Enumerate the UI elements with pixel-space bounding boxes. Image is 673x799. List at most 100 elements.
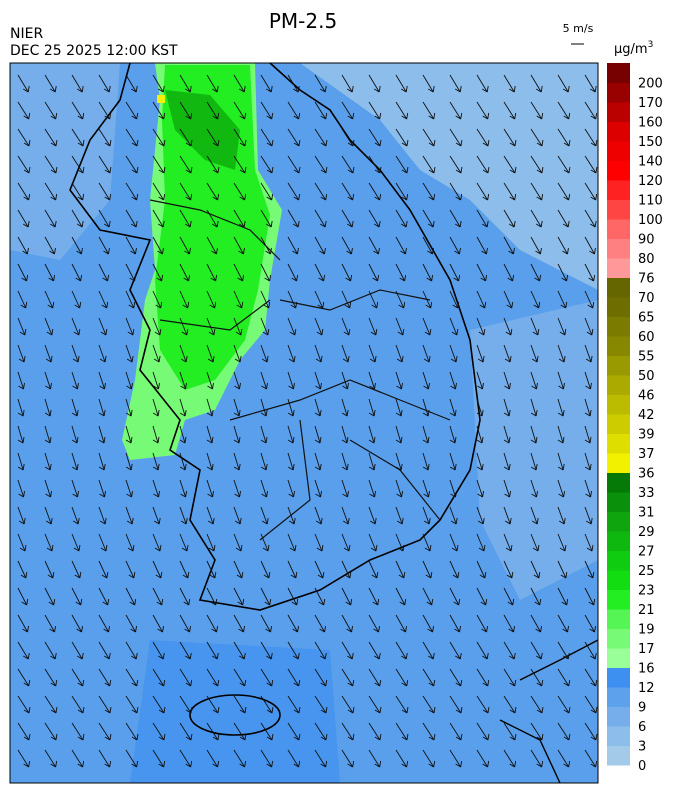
wind-arrow	[287, 614, 300, 633]
wind-arrow	[98, 344, 107, 363]
wind-arrow	[368, 236, 380, 255]
wind-arrow	[152, 101, 166, 120]
wind-arrow	[584, 506, 593, 525]
wind-arrow	[287, 452, 295, 471]
wind-arrow	[530, 614, 543, 633]
color-box	[607, 472, 630, 493]
wind-arrow	[206, 236, 218, 255]
wind-arrow	[17, 101, 31, 120]
wind-arrow	[368, 722, 382, 741]
wind-arrow	[476, 290, 487, 309]
wind-arrow	[557, 263, 569, 282]
wind-arrow	[44, 263, 56, 282]
wind-arrow	[449, 425, 457, 444]
wind-arrow	[368, 182, 382, 201]
wind-arrow	[44, 236, 56, 255]
wind-arrow	[476, 506, 485, 525]
wind-arrow	[17, 74, 30, 93]
color-box	[607, 745, 630, 766]
wind-arrow	[395, 722, 409, 741]
wind-arrow	[395, 425, 403, 444]
wind-arrow	[287, 425, 295, 444]
wind-arrow	[206, 344, 215, 363]
wind-arrow	[17, 506, 26, 525]
wind-arrow	[125, 128, 139, 147]
wind-arrow	[503, 560, 514, 579]
wind-arrow	[17, 668, 31, 687]
wind-arrow	[530, 101, 544, 120]
wind-arrow	[557, 209, 570, 228]
wind-arrow	[260, 425, 268, 444]
wind-arrow	[530, 695, 544, 714]
wind-arrow	[206, 533, 216, 552]
wind-arrow	[530, 209, 543, 228]
wind-arrow	[98, 641, 111, 660]
wind-arrow	[476, 425, 484, 444]
wind-arrow	[233, 641, 246, 660]
wind-arrow	[152, 479, 161, 498]
wind-arrow	[233, 749, 247, 768]
wind-arrow	[206, 209, 219, 228]
wind-arrow	[476, 344, 485, 363]
wind-arrow	[368, 155, 382, 174]
wind-arrow	[206, 155, 220, 174]
wind-arrow	[368, 371, 376, 390]
wind-arrow	[368, 560, 379, 579]
wind-arrow	[368, 101, 382, 120]
wind-arrow	[422, 182, 436, 201]
wind-arrow	[71, 344, 80, 363]
wind-arrow	[71, 695, 85, 714]
wind-arrow	[44, 722, 58, 741]
wind-arrow	[395, 371, 403, 390]
wind-arrow	[152, 506, 161, 525]
wind-arrow	[395, 560, 406, 579]
wind-arrow	[71, 587, 83, 606]
unit-sup: 3	[648, 40, 654, 50]
wind-arrow	[260, 722, 274, 741]
wind-arrow	[476, 398, 484, 417]
wind-arrow	[44, 614, 57, 633]
wind-arrow	[17, 155, 31, 174]
pale-region	[10, 63, 120, 260]
wind-arrow	[125, 668, 139, 687]
wind-arrow	[260, 452, 268, 471]
wind-arrow	[503, 722, 517, 741]
wind-arrow	[71, 506, 80, 525]
wind-arrow	[314, 209, 327, 228]
wind-arrow	[71, 317, 81, 336]
color-box	[607, 375, 630, 395]
wind-arrow	[314, 74, 327, 93]
wind-arrow	[17, 479, 26, 498]
wind-arrow	[98, 182, 112, 201]
wind-arrow	[233, 74, 246, 93]
wind-arrow	[206, 425, 214, 444]
wind-arrow	[422, 749, 436, 768]
wind-arrow	[206, 263, 218, 282]
wind-arrow	[503, 317, 513, 336]
wind-arrow	[233, 425, 241, 444]
wind-arrow	[503, 479, 512, 498]
wind-arrow	[152, 695, 166, 714]
wind-arrow	[557, 641, 570, 660]
wind-arrow	[125, 290, 136, 309]
color-box	[607, 219, 630, 239]
wind-arrow	[557, 587, 569, 606]
wind-arrow	[125, 641, 138, 660]
wind-arrow	[584, 533, 594, 552]
wind-arrow	[422, 263, 434, 282]
wind-arrow	[287, 533, 297, 552]
color-box	[607, 316, 630, 337]
wind-arrow	[584, 668, 598, 687]
wind-arrow	[557, 74, 570, 93]
wind-arrow	[503, 209, 516, 228]
colorbar-label: 90	[638, 233, 655, 248]
wind-arrow	[179, 182, 193, 201]
wind-arrow	[98, 209, 111, 228]
wind-arrow	[44, 695, 58, 714]
wind-arrow	[179, 101, 193, 120]
wind-arrow	[314, 128, 328, 147]
wind-arrow	[584, 425, 592, 444]
wind-arrow	[368, 479, 377, 498]
wind-arrow	[422, 101, 436, 120]
